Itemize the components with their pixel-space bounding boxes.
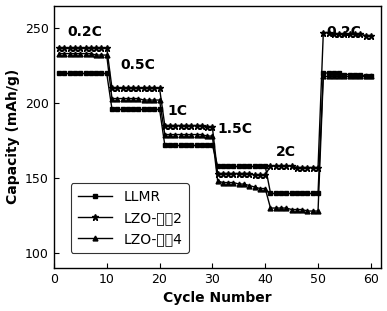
- LZO-实例2: [73, 46, 77, 49]
- LZO-实例2: [89, 46, 93, 49]
- Text: 1.5C: 1.5C: [217, 122, 253, 136]
- LZO-实例4: [83, 52, 88, 55]
- LZO-实例2: [94, 46, 98, 49]
- LLMR: [73, 71, 77, 75]
- LZO-实例4: [73, 52, 77, 55]
- LLMR: [89, 71, 93, 75]
- Line: LZO-实例4: LZO-实例4: [57, 51, 109, 58]
- LZO-实例2: [67, 46, 72, 49]
- LZO-实例2: [78, 46, 82, 49]
- LZO-实例4: [104, 53, 109, 57]
- LZO-实例2: [83, 46, 88, 49]
- Text: 0.2C: 0.2C: [67, 25, 102, 39]
- X-axis label: Cycle Number: Cycle Number: [163, 291, 272, 305]
- Text: 0.5C: 0.5C: [120, 58, 155, 72]
- Line: LLMR: LLMR: [57, 71, 109, 76]
- LLMR: [104, 71, 109, 75]
- LZO-实例2: [104, 46, 109, 49]
- Legend: LLMR, LZO-实例2, LZO-实例4: LLMR, LZO-实例2, LZO-实例4: [70, 183, 189, 253]
- LZO-实例4: [99, 53, 104, 57]
- LZO-实例4: [57, 52, 62, 55]
- LZO-实例2: [99, 46, 104, 49]
- LLMR: [99, 71, 104, 75]
- Text: 2C: 2C: [276, 145, 296, 159]
- LZO-实例4: [62, 52, 67, 55]
- LZO-实例4: [78, 52, 82, 55]
- LZO-实例4: [67, 52, 72, 55]
- LZO-实例2: [57, 46, 62, 49]
- LLMR: [62, 71, 67, 75]
- Text: 1C: 1C: [168, 104, 187, 118]
- LLMR: [83, 71, 88, 75]
- LLMR: [78, 71, 82, 75]
- Text: 0.2C: 0.2C: [326, 25, 361, 39]
- Y-axis label: Capacity (mAh/g): Capacity (mAh/g): [5, 69, 20, 204]
- LLMR: [94, 71, 98, 75]
- Line: LZO-实例2: LZO-实例2: [56, 44, 110, 51]
- LZO-实例4: [89, 52, 93, 55]
- LLMR: [57, 71, 62, 75]
- LLMR: [67, 71, 72, 75]
- LZO-实例2: [62, 46, 67, 49]
- LZO-实例4: [94, 53, 98, 57]
